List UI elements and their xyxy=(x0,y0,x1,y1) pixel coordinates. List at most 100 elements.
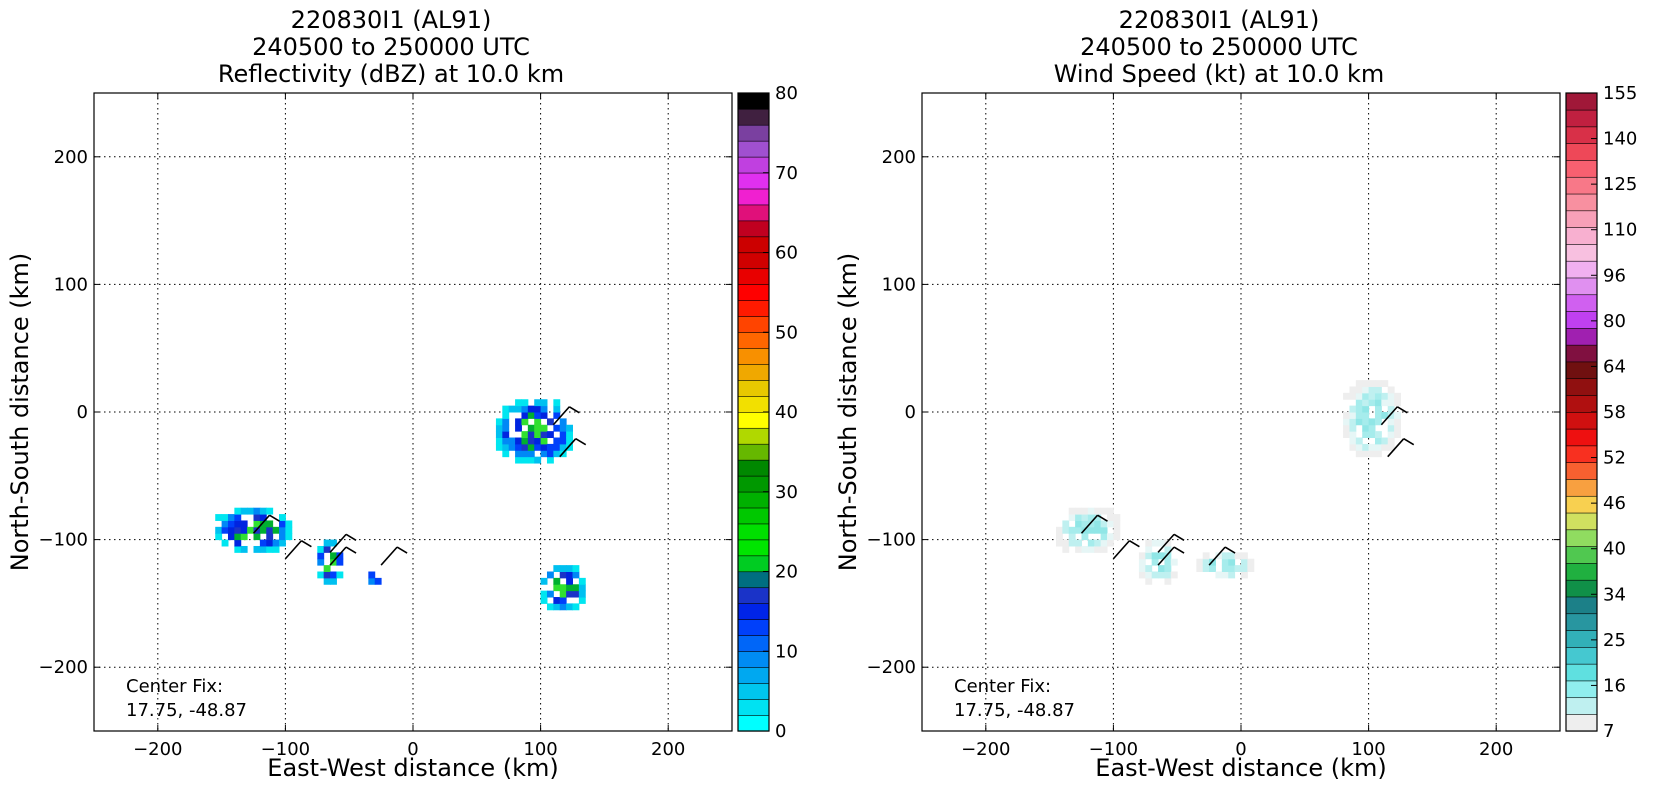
echo-cell xyxy=(1075,540,1082,547)
echo-cell xyxy=(1139,572,1146,579)
echo-cell xyxy=(1349,425,1356,432)
echo-cell xyxy=(1362,399,1369,406)
colorbar-tick-label: 64 xyxy=(1603,356,1626,377)
colorbar-segment xyxy=(738,125,769,141)
colorbar-segment xyxy=(1566,462,1597,479)
colorbar-segment xyxy=(1566,93,1597,110)
echo-cell xyxy=(541,406,548,413)
echo-cell xyxy=(541,399,548,406)
echo-cell xyxy=(1241,572,1248,579)
echo-cell xyxy=(266,527,273,534)
echo-cell xyxy=(515,457,522,464)
echo-cell xyxy=(553,565,560,572)
colorbar-segment xyxy=(738,396,769,412)
colorbar-segment xyxy=(1566,362,1597,379)
echo-cell xyxy=(521,450,528,457)
colorbar-segment xyxy=(1566,479,1597,496)
colorbar-segment xyxy=(738,284,769,300)
echo-cell xyxy=(266,533,273,540)
echo-cell xyxy=(1375,406,1382,413)
echo-cell xyxy=(573,603,580,610)
echo-cell xyxy=(560,438,567,445)
echo-cell xyxy=(1158,572,1165,579)
echo-cell xyxy=(317,559,324,566)
echo-cell xyxy=(1075,546,1082,553)
echo-cell xyxy=(1062,527,1069,534)
echo-cell xyxy=(528,457,535,464)
echo-cell xyxy=(279,527,286,534)
echo-cell xyxy=(368,572,375,579)
echo-cell xyxy=(1101,527,1108,534)
x-tick-label: 200 xyxy=(651,739,685,760)
echo-cell xyxy=(1164,559,1171,566)
colorbar-segment xyxy=(738,173,769,189)
y-tick-label: 0 xyxy=(77,402,88,423)
echo-cell xyxy=(1107,540,1114,547)
echo-cell xyxy=(547,572,554,579)
echo-cell xyxy=(273,527,280,534)
echo-cell xyxy=(1375,386,1382,393)
echo-cell xyxy=(573,565,580,572)
echo-cell xyxy=(1113,527,1120,534)
echo-cell xyxy=(1362,386,1369,393)
echo-cell xyxy=(579,591,586,598)
echo-cell xyxy=(222,520,229,527)
echo-cell xyxy=(547,457,554,464)
echo-cell xyxy=(1075,520,1082,527)
colorbar-segment xyxy=(738,476,769,492)
echo-cell xyxy=(241,508,248,515)
echo-cell xyxy=(566,425,573,432)
echo-cell xyxy=(1381,393,1388,400)
colorbar-segment xyxy=(738,237,769,253)
echo-cell xyxy=(509,444,516,451)
echo-cell xyxy=(234,540,241,547)
echo-cell xyxy=(1375,399,1382,406)
colorbar-segment xyxy=(738,364,769,380)
echo-cell xyxy=(1069,527,1076,534)
echo-cell xyxy=(1145,540,1152,547)
colorbar-segment xyxy=(738,587,769,603)
echo-cell xyxy=(534,412,541,419)
echo-cell xyxy=(1369,418,1376,425)
echo-cell xyxy=(1069,533,1076,540)
echo-cell xyxy=(1196,565,1203,572)
echo-cell xyxy=(241,533,248,540)
echo-cell xyxy=(560,418,567,425)
echo-cell xyxy=(368,578,375,585)
echo-cell xyxy=(247,508,254,515)
echo-cell xyxy=(1375,393,1382,400)
colorbar-segment xyxy=(738,93,769,109)
echo-cell xyxy=(515,418,522,425)
echo-cell xyxy=(528,406,535,413)
colorbar-segment xyxy=(738,556,769,572)
echo-cell xyxy=(1171,572,1178,579)
colorbar-segment xyxy=(1566,613,1597,630)
echo-cell xyxy=(1215,572,1222,579)
echo-cell xyxy=(1107,508,1114,515)
echo-cell xyxy=(260,527,267,534)
echo-cell xyxy=(1075,514,1082,521)
echo-cell xyxy=(553,399,560,406)
echo-cell xyxy=(1356,380,1363,387)
echo-cell xyxy=(1196,559,1203,566)
echo-cell xyxy=(1056,540,1063,547)
echo-cell xyxy=(502,418,509,425)
center-fix-label: Center Fix: xyxy=(126,676,223,697)
echo-cell xyxy=(222,514,229,521)
colorbar-tick-label: 50 xyxy=(775,322,798,343)
echo-cell xyxy=(317,572,324,579)
colorbar-segment xyxy=(738,189,769,205)
echo-cell xyxy=(534,399,541,406)
echo-cell xyxy=(515,406,522,413)
echo-cell xyxy=(317,546,324,553)
echo-cell xyxy=(1069,540,1076,547)
echo-cell xyxy=(496,418,503,425)
echo-cell xyxy=(1375,438,1382,445)
echo-cell xyxy=(241,546,248,553)
colorbar-tick-label: 10 xyxy=(775,641,798,662)
colorbar-segment xyxy=(738,715,769,731)
echo-cell xyxy=(1094,508,1101,515)
echo-cell xyxy=(541,438,548,445)
echo-cell xyxy=(1375,380,1382,387)
echo-cell xyxy=(541,578,548,585)
